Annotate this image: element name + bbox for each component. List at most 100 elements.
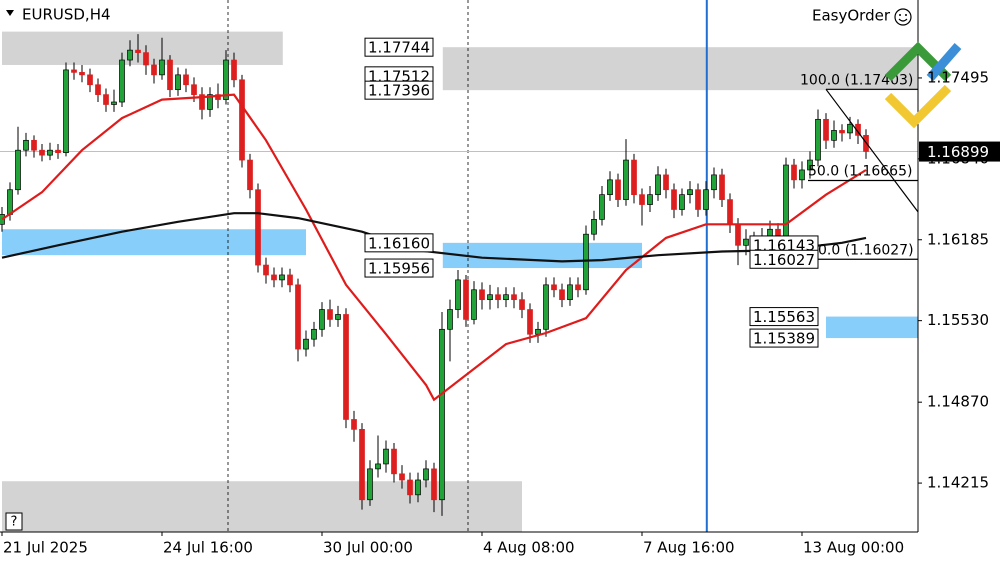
candle-body [479, 289, 485, 301]
candle-body [495, 294, 501, 301]
candle-body [799, 169, 805, 181]
current-price-label: 1.16899 [927, 143, 989, 161]
candle-body [599, 194, 605, 220]
candle-body [279, 274, 285, 281]
candle-body [535, 328, 541, 335]
help-label[interactable]: ? [11, 515, 18, 530]
candle-body [239, 79, 245, 161]
candle-body [295, 284, 301, 350]
price-label: 1.16160 [368, 234, 430, 252]
candle-body [679, 194, 685, 210]
candle-body [23, 139, 29, 151]
candle-body [735, 223, 741, 246]
candle-body [183, 74, 189, 86]
candle-body [567, 284, 573, 301]
candle-body [79, 72, 85, 76]
candle-body [247, 159, 253, 191]
candle-body [503, 294, 509, 301]
moving-average-line [1, 93, 867, 402]
candle-body [839, 130, 845, 134]
candle-body [431, 468, 437, 501]
candle-body [47, 149, 53, 156]
candle-body [695, 189, 701, 210]
candle-body [135, 49, 141, 53]
candle-body [439, 328, 445, 501]
y-tick-label: 1.14870 [927, 393, 989, 411]
candle-body [551, 284, 557, 291]
zone [442, 47, 918, 91]
candle-body [455, 279, 461, 310]
x-tick-label: 7 Aug 16:00 [643, 539, 735, 557]
candle-body [655, 174, 661, 196]
price-label-box [364, 233, 434, 253]
price-label-box [364, 258, 434, 278]
candle-body [815, 118, 821, 161]
candle-body [167, 59, 173, 91]
candle-body [743, 238, 749, 246]
candle-body [703, 189, 709, 210]
candle-body [463, 279, 469, 320]
y-tick-label: 1.14215 [927, 474, 989, 492]
price-label: 1.17396 [368, 82, 430, 100]
candle-body [855, 123, 861, 136]
candle-body [615, 179, 621, 200]
candle-body [207, 94, 213, 110]
candle-body [591, 219, 597, 235]
candle-body [327, 309, 333, 320]
zone [2, 31, 283, 65]
candle-body [671, 189, 677, 210]
candle-body [847, 123, 853, 134]
candle-body [415, 479, 421, 496]
smiley-icon[interactable] [894, 8, 912, 26]
candle-body [399, 473, 405, 481]
candle-body [15, 149, 21, 191]
candle-body [55, 149, 61, 154]
easyorder-label[interactable]: EasyOrder [812, 7, 891, 25]
trendline [825, 88, 919, 213]
candle-body [143, 52, 149, 66]
candle-body [663, 174, 669, 191]
help-button[interactable] [5, 512, 23, 531]
candle-body [831, 130, 837, 141]
candle-body [7, 189, 13, 215]
candle-body [647, 194, 653, 205]
candle-body [271, 274, 277, 281]
zone [826, 316, 918, 339]
fib-label: 50.0 (1.16665) [808, 163, 912, 179]
candle-body [319, 309, 325, 330]
candle-body [287, 274, 293, 286]
candle-body [343, 314, 349, 420]
y-tick-label: 1.15530 [927, 311, 989, 329]
candle-body [807, 159, 813, 171]
candle-body [583, 233, 589, 291]
candle-body [383, 448, 389, 465]
candle-body [519, 299, 525, 310]
x-tick-label: 13 Aug 00:00 [803, 539, 904, 557]
y-tick-label: 1.17495 [927, 68, 989, 86]
candle-body [607, 179, 613, 196]
candle-body [487, 294, 493, 301]
candle-body [783, 164, 789, 240]
candle-body [719, 174, 725, 200]
candle-body [39, 149, 45, 156]
plot-area: 100.0 (1.17403) 50.0 (1.16665) 0.0 (1.1602… [0, 0, 919, 532]
price-label-box [749, 249, 819, 269]
zone [442, 242, 642, 269]
candle-body [199, 94, 205, 110]
candle-body [63, 69, 69, 154]
price-label: 1.17744 [368, 39, 430, 57]
symbol-title: EURUSD,H4 [22, 6, 111, 24]
price-label-box [749, 328, 819, 348]
candle-body [175, 74, 181, 91]
candle-body [263, 264, 269, 276]
candle-body [127, 49, 133, 61]
candle-body [367, 468, 373, 501]
candle-body [311, 328, 317, 340]
symbol-menu-arrow[interactable] [6, 10, 14, 16]
candle-body [71, 69, 77, 73]
price-label: 1.16027 [753, 251, 815, 269]
candle-body [31, 139, 37, 151]
candle-body [687, 189, 693, 196]
